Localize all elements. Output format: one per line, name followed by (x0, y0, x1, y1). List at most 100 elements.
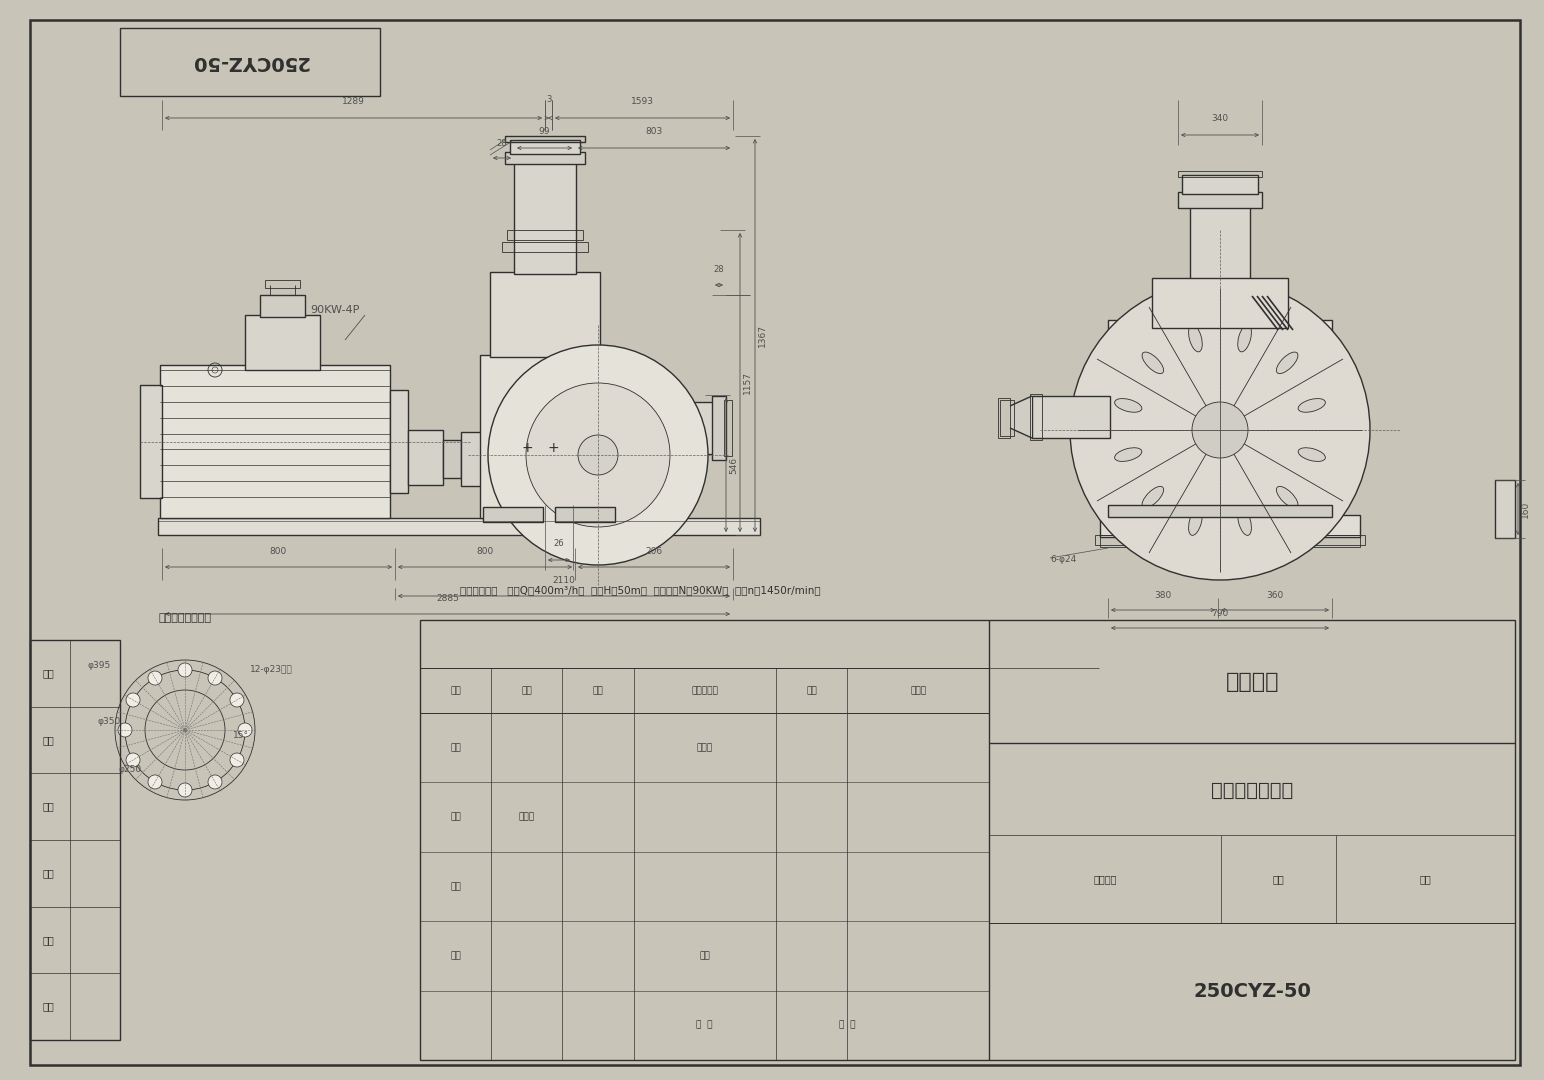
Bar (141, 384, 162, 498)
Ellipse shape (1115, 399, 1143, 413)
Text: 28: 28 (497, 139, 508, 148)
Text: 160: 160 (1521, 500, 1530, 517)
Bar (266, 280, 300, 288)
Text: 250CYZ-50: 250CYZ-50 (1194, 982, 1311, 1001)
Circle shape (488, 345, 709, 565)
Bar (1095, 535, 1365, 545)
Bar (1099, 515, 1360, 537)
Bar (1152, 278, 1288, 328)
Bar (29, 640, 120, 1040)
Circle shape (148, 671, 162, 685)
Text: 标准化: 标准化 (696, 743, 713, 752)
Text: 360: 360 (1266, 591, 1283, 600)
Text: 99: 99 (539, 127, 550, 136)
Bar (420, 620, 1515, 1059)
Bar (505, 152, 585, 164)
Text: 2885: 2885 (435, 594, 459, 603)
Text: 年月日: 年月日 (909, 686, 926, 696)
Bar (408, 430, 443, 485)
Bar (1109, 320, 1332, 519)
Text: 机组外形尺寸图: 机组外形尺寸图 (1210, 781, 1294, 799)
Text: φ250: φ250 (119, 765, 142, 774)
Text: 审核: 审核 (451, 882, 462, 891)
Text: 28: 28 (713, 265, 724, 274)
Bar (997, 399, 1010, 438)
Bar (1280, 535, 1360, 546)
Text: 分区: 分区 (593, 686, 604, 696)
Ellipse shape (1189, 509, 1203, 536)
Text: 3: 3 (547, 95, 551, 104)
Bar (514, 162, 576, 274)
Text: 206: 206 (645, 546, 662, 556)
Text: 数量: 数量 (522, 686, 533, 696)
Bar (489, 272, 601, 357)
Bar (443, 440, 462, 478)
Circle shape (178, 663, 191, 677)
Text: 800: 800 (477, 546, 494, 556)
Text: 546: 546 (729, 457, 738, 473)
Circle shape (208, 671, 222, 685)
Bar (1001, 400, 1014, 436)
Text: 批准: 批准 (42, 1001, 54, 1012)
Circle shape (127, 693, 141, 707)
Bar (712, 396, 726, 460)
Bar (157, 518, 760, 535)
Ellipse shape (1238, 325, 1252, 352)
Text: 1289: 1289 (343, 97, 364, 106)
Circle shape (117, 723, 131, 737)
Circle shape (127, 753, 141, 767)
Text: 340: 340 (1212, 114, 1229, 123)
Bar (1495, 480, 1515, 538)
Text: 进出口法兰尺寸同: 进出口法兰尺寸同 (159, 613, 212, 623)
Bar (245, 315, 320, 370)
Text: 第  张: 第 张 (838, 1021, 855, 1030)
Bar (1183, 175, 1258, 194)
Circle shape (178, 783, 191, 797)
Ellipse shape (1238, 509, 1252, 536)
Bar (1190, 200, 1251, 320)
Text: 共  张: 共 张 (696, 1021, 713, 1030)
Text: 工艺: 工艺 (42, 868, 54, 878)
Bar (480, 355, 610, 518)
Text: 2110: 2110 (553, 576, 576, 585)
Bar (161, 365, 391, 518)
Text: 800: 800 (270, 546, 287, 556)
Text: 1367: 1367 (758, 324, 767, 347)
Text: 签名: 签名 (806, 686, 817, 696)
Text: 工艺: 工艺 (451, 951, 462, 960)
Circle shape (230, 693, 244, 707)
Ellipse shape (1143, 352, 1164, 374)
Text: 校对: 校对 (42, 735, 54, 745)
Text: 批准: 批准 (699, 951, 710, 960)
Circle shape (238, 723, 252, 737)
Text: 1593: 1593 (631, 97, 655, 106)
Bar (483, 507, 543, 522)
Circle shape (1192, 402, 1248, 458)
Ellipse shape (1115, 448, 1143, 461)
Text: φ350: φ350 (97, 717, 120, 727)
Bar (528, 390, 564, 426)
Circle shape (208, 775, 222, 789)
Text: 吴英明: 吴英明 (519, 812, 534, 822)
Bar (462, 432, 483, 486)
Text: +: + (547, 441, 559, 455)
Ellipse shape (1189, 325, 1203, 352)
Bar (1031, 396, 1110, 438)
Polygon shape (1010, 396, 1031, 438)
Bar (1109, 505, 1332, 517)
Ellipse shape (1277, 486, 1299, 508)
Bar (120, 28, 380, 96)
Ellipse shape (1143, 486, 1164, 508)
Text: 审核: 审核 (42, 801, 54, 812)
Bar (554, 507, 615, 522)
Bar (724, 400, 732, 456)
Text: 远东泵业: 远东泵业 (1226, 672, 1278, 691)
Bar (1099, 535, 1180, 546)
Ellipse shape (1277, 352, 1299, 374)
Text: 制图: 制图 (451, 812, 462, 822)
Circle shape (230, 753, 244, 767)
Text: 设计: 设计 (451, 743, 462, 752)
Bar (391, 390, 408, 492)
Text: 90KW-4P: 90KW-4P (310, 305, 360, 315)
Text: +: + (522, 441, 533, 455)
